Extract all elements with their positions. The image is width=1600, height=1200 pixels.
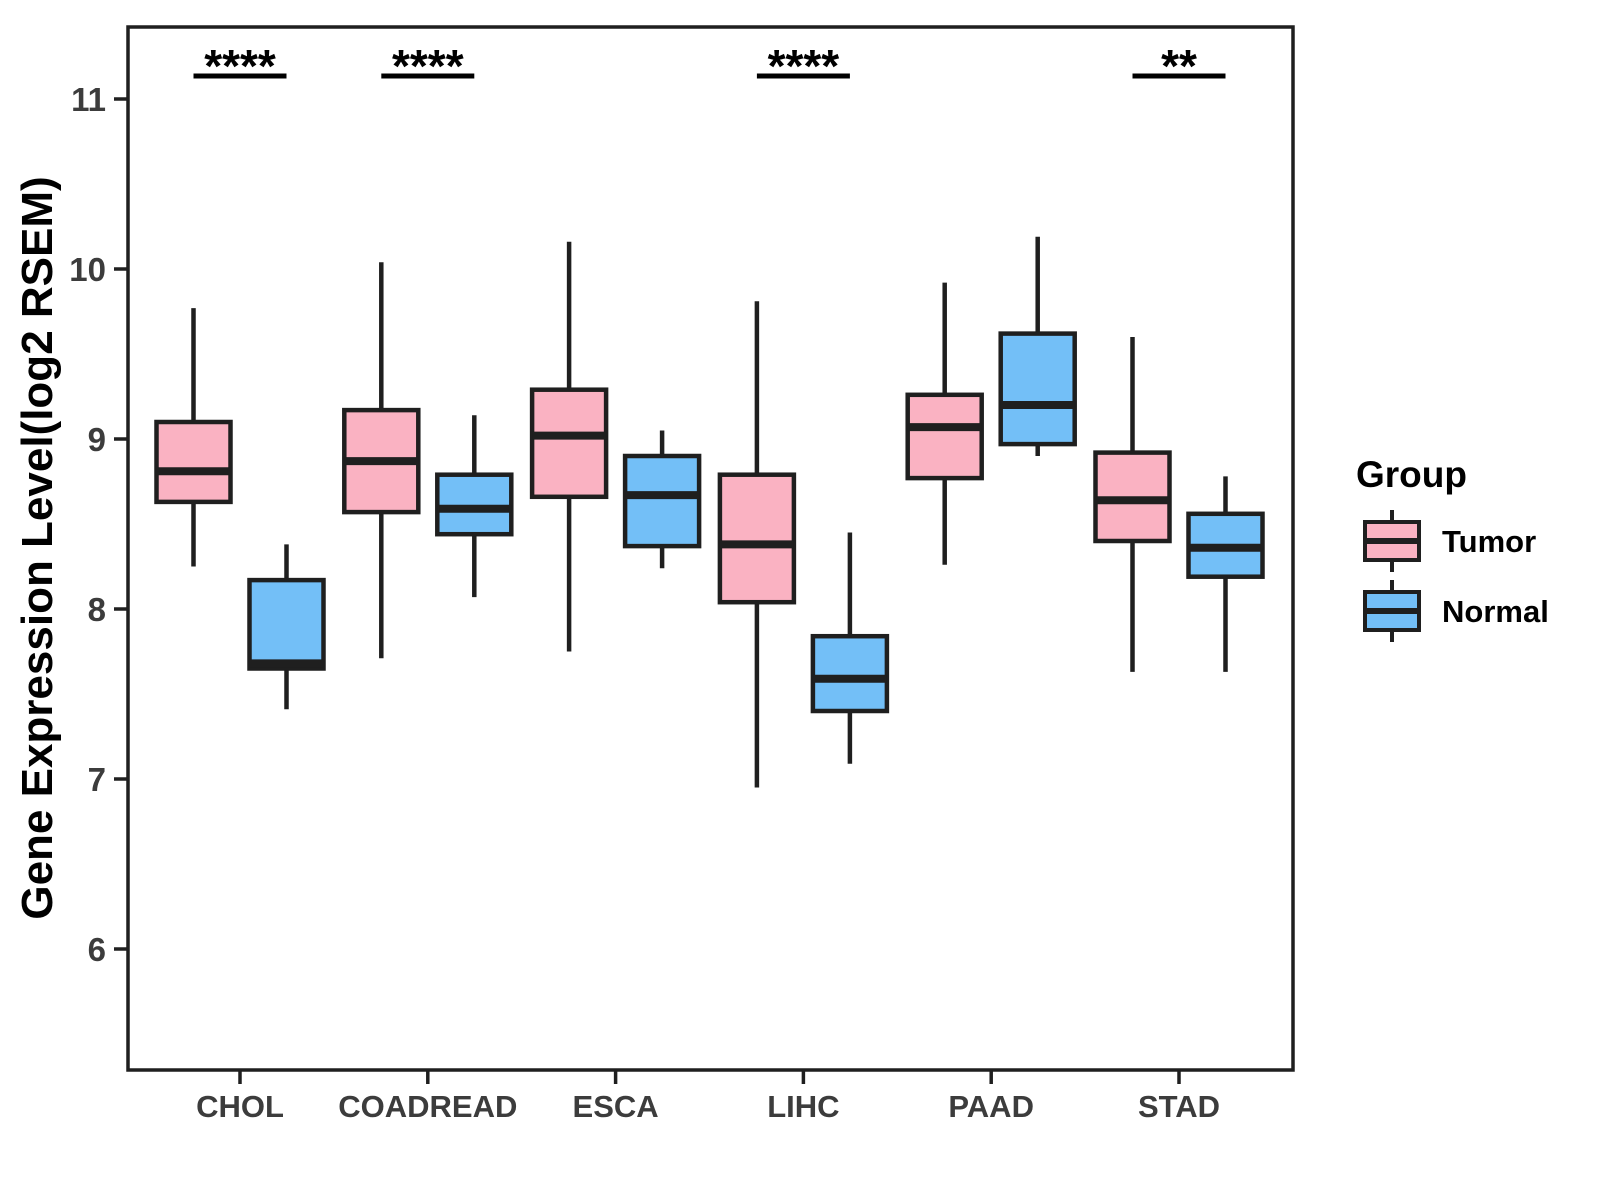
x-tick-label-CHOL: CHOL	[196, 1089, 284, 1124]
box-PAAD-Normal	[998, 236, 1077, 456]
iqr-box	[154, 419, 233, 505]
x-tick-label-COADREAD: COADREAD	[338, 1089, 517, 1124]
significance-stars: ****	[392, 40, 464, 92]
box-STAD-Normal	[1186, 476, 1265, 672]
y-tick-label-7: 7	[88, 761, 106, 798]
iqr-box	[717, 472, 797, 605]
box-COADREAD-Tumor	[342, 262, 421, 659]
legend: Group Tumor Normal	[1356, 454, 1549, 642]
y-tick-label-11: 11	[71, 81, 106, 118]
legend-title: Group	[1356, 454, 1467, 495]
box-COADREAD-Normal	[435, 415, 514, 598]
y-tick-label-10: 10	[69, 251, 106, 288]
significance-STAD: **	[1132, 40, 1226, 92]
box-LIHC-Tumor	[717, 301, 797, 788]
x-tick-label-STAD: STAD	[1138, 1089, 1220, 1124]
iqr-box	[247, 577, 326, 671]
significance-stars: ****	[768, 40, 840, 92]
box-ESCA-Tumor	[529, 241, 609, 652]
y-tick-label-6: 6	[88, 931, 106, 968]
box-PAAD-Tumor	[905, 282, 984, 565]
box-STAD-Tumor	[1093, 337, 1172, 672]
iqr-box	[435, 472, 514, 537]
iqr-box	[529, 387, 609, 500]
x-tick-label-PAAD: PAAD	[948, 1089, 1034, 1124]
legend-key-normal	[1363, 580, 1421, 642]
legend-key-tumor	[1363, 510, 1421, 572]
y-axis-title: Gene Expression Level(log2 RSEM)	[13, 176, 62, 919]
x-tick-label-LIHC: LIHC	[767, 1089, 839, 1124]
legend-label-normal: Normal	[1442, 594, 1549, 629]
significance-LIHC: ****	[756, 40, 850, 92]
legend-label-tumor: Tumor	[1442, 524, 1536, 559]
box-CHOL-Normal	[247, 544, 326, 710]
significance-COADREAD: ****	[381, 40, 475, 92]
y-tick-label-9: 9	[88, 421, 106, 458]
box-ESCA-Normal	[622, 430, 702, 569]
box-CHOL-Tumor	[154, 308, 233, 567]
significance-CHOL: ****	[193, 40, 287, 92]
iqr-box	[905, 392, 984, 481]
x-tick-label-ESCA: ESCA	[573, 1089, 659, 1124]
iqr-box	[622, 453, 702, 549]
box-LIHC-Normal	[810, 532, 890, 764]
iqr-box	[810, 633, 890, 714]
plot-panel	[126, 25, 1295, 1072]
y-tick-label-8: 8	[88, 591, 106, 628]
significance-stars: ****	[204, 40, 276, 92]
significance-stars: **	[1161, 40, 1197, 92]
iqr-box	[998, 331, 1077, 447]
